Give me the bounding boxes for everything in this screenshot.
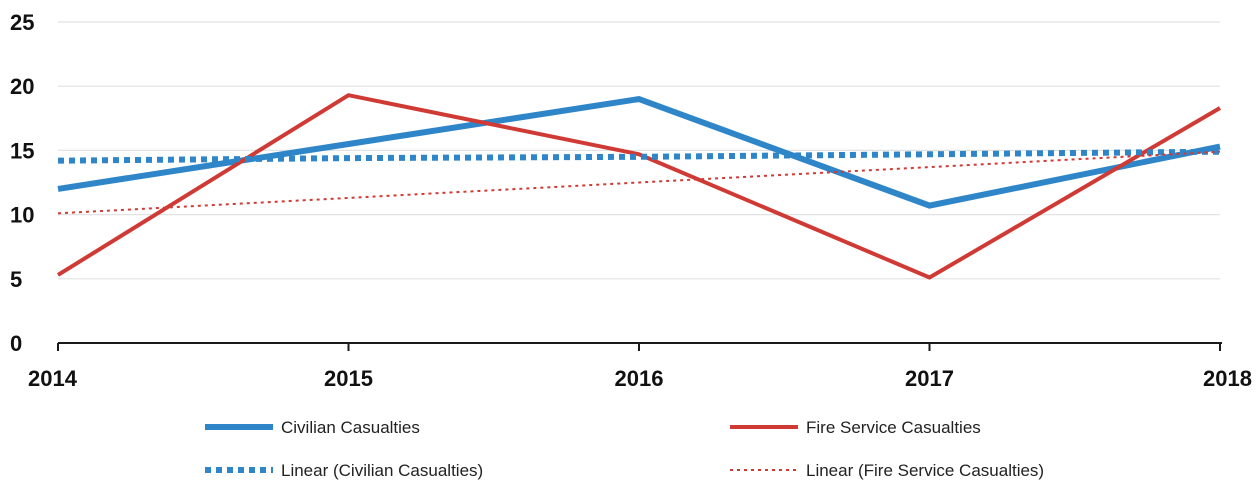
- legend: Civilian Casualties Fire Service Casualti…: [205, 418, 1044, 480]
- gridlines: [58, 22, 1220, 279]
- y-tick-label: 25: [10, 10, 34, 35]
- y-tick-label: 15: [10, 138, 34, 163]
- y-tick-label: 20: [10, 74, 34, 99]
- y-tick-label: 10: [10, 203, 34, 228]
- legend-label: Civilian Casualties: [281, 418, 420, 437]
- series-line-fire-service-casualties: [58, 95, 1220, 277]
- axes: 0 5 10 15 20 25 2014 2015 2016 2017 2018: [10, 10, 1252, 391]
- y-tick-label: 0: [10, 331, 22, 356]
- x-tick-label: 2018: [1203, 366, 1252, 391]
- legend-label: Linear (Fire Service Casualties): [806, 461, 1044, 480]
- x-tick-label: 2015: [324, 366, 373, 391]
- x-tick-label: 2014: [28, 366, 78, 391]
- x-tick-label: 2017: [905, 366, 954, 391]
- legend-label: Linear (Civilian Casualties): [281, 461, 483, 480]
- x-tick-label: 2016: [615, 366, 664, 391]
- y-tick-label: 5: [10, 267, 22, 292]
- legend-label: Fire Service Casualties: [806, 418, 981, 437]
- series: [58, 95, 1220, 277]
